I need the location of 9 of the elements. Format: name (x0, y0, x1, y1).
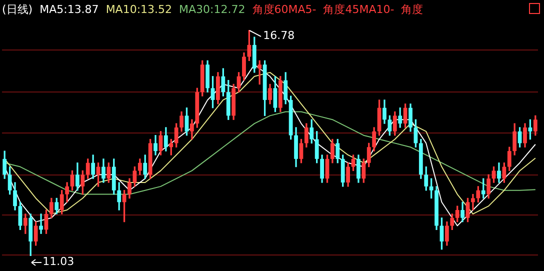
annotation: 11.03 (42, 254, 74, 268)
text: 角度60MA5- (252, 3, 316, 16)
text: 角度45MA10- (323, 3, 394, 16)
text: MA5:13.87 (40, 3, 99, 16)
text: MA10:13.52 (106, 3, 172, 16)
annotation: 16.78 (263, 28, 295, 42)
text: 角度 (401, 3, 424, 16)
text: MA30:12.72 (179, 3, 246, 16)
chart-title: (日线) (2, 3, 33, 16)
